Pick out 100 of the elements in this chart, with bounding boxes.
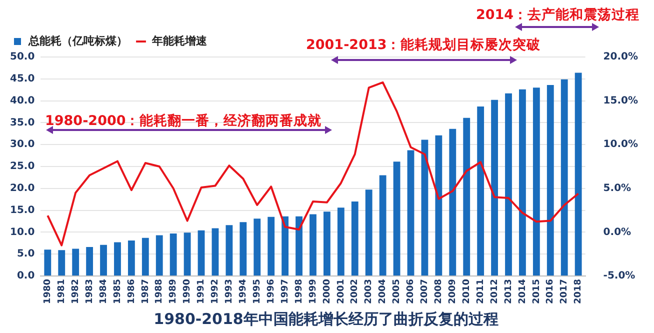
x-tick-label: 1983 <box>84 278 95 304</box>
y-tick-label: 30.0 <box>10 139 35 150</box>
x-tick-label: 1988 <box>154 278 165 304</box>
x-tick-label: 1991 <box>196 278 207 304</box>
bar <box>100 244 107 276</box>
bar <box>365 190 372 276</box>
y-tick-label: 0.0 <box>16 270 35 282</box>
y-tick-label: 35.0 <box>10 117 35 128</box>
x-tick-label: 1992 <box>210 278 221 304</box>
bar <box>324 212 330 276</box>
x-tick-label: 1989 <box>168 278 179 304</box>
bar <box>296 216 302 276</box>
x-tick-label: 1993 <box>224 278 235 304</box>
x-tick-label: 2005 <box>392 278 402 304</box>
x-tick-label: 1987 <box>140 278 151 304</box>
y2-tick-label: 15.0% <box>603 95 638 106</box>
bar <box>393 162 400 276</box>
bar <box>532 88 540 276</box>
y2-tick-label: 10.0% <box>603 139 638 150</box>
x-tick-label: 2002 <box>350 278 360 304</box>
x-tick-label: 2015 <box>532 278 542 304</box>
text: 2001-2013：能耗规划目标屡次突破 <box>306 36 541 54</box>
bar <box>477 106 484 276</box>
bar <box>337 208 344 276</box>
x-tick-label: 2007 <box>420 278 430 304</box>
x-tick-label: 1980 <box>43 278 53 304</box>
bar <box>268 216 275 276</box>
x-tick-label: 2001 <box>336 278 346 304</box>
y-tick-label: 25.0 <box>10 161 35 172</box>
x-tick-label: 1995 <box>252 278 262 304</box>
x-tick-label: 2000 <box>322 278 332 304</box>
y-tick-label: 40.0 <box>10 95 35 106</box>
bar <box>282 216 289 276</box>
y2-tick-label: -5.0% <box>603 270 636 282</box>
x-tick-label: 2004 <box>378 278 388 304</box>
y-tick-label: 20.0 <box>10 182 35 194</box>
x-tick-label: 1986 <box>126 278 137 304</box>
x-tick-label: 2014 <box>518 278 528 304</box>
bar <box>379 175 386 276</box>
x-tick-label: 1981 <box>56 278 67 304</box>
x-tick-label: 2012 <box>490 278 500 304</box>
y2-tick-label: 0.0% <box>603 226 632 238</box>
x-tick-label: 1999 <box>308 278 318 304</box>
y-tick-label: 50.0 <box>10 52 35 63</box>
bar <box>58 250 66 276</box>
legend-label: 年能耗增速 <box>151 34 208 48</box>
x-tick-label: 2013 <box>504 278 514 304</box>
bar <box>491 100 498 276</box>
x-tick-label: 1982 <box>70 278 81 304</box>
bar <box>546 85 554 276</box>
bar <box>435 135 442 276</box>
bar <box>310 214 316 276</box>
bar <box>254 218 261 276</box>
x-tick-label: 1984 <box>98 278 109 304</box>
bar <box>114 242 121 276</box>
x-tick-label: 2017 <box>560 278 570 304</box>
y-tick-label: 15.0 <box>10 204 35 216</box>
y2-tick-label: 5.0% <box>603 182 632 194</box>
bar <box>170 233 177 276</box>
bar <box>519 89 526 276</box>
bar <box>505 93 512 276</box>
x-tick-label: 2011 <box>476 278 486 304</box>
bar <box>86 247 94 276</box>
x-tick-label: 1994 <box>238 278 249 304</box>
bar <box>449 128 456 276</box>
bar <box>421 140 428 276</box>
text: 1980-2018年中国能耗增长经历了曲折反复的过程 <box>154 310 498 328</box>
x-tick-label: 2006 <box>406 278 416 304</box>
bar <box>240 222 247 276</box>
y-tick-label: 10.0 <box>10 226 35 238</box>
y2-tick-label: 20.0% <box>603 52 638 63</box>
x-tick-label: 2003 <box>364 278 374 304</box>
bar <box>560 79 568 276</box>
bar <box>226 225 233 276</box>
x-tick-label: 2008 <box>434 278 444 304</box>
bar <box>44 250 52 276</box>
bar <box>463 118 470 276</box>
x-tick-label: 1997 <box>280 278 290 304</box>
bar <box>574 72 582 276</box>
x-tick-label: 2018 <box>574 278 584 304</box>
annotation: 1980-2000：能耗翻一番，经济翻两番成就 <box>45 112 322 130</box>
bar <box>72 248 80 276</box>
bar <box>212 228 219 276</box>
x-tick-label: 1998 <box>294 278 304 304</box>
bar <box>184 232 191 276</box>
x-tick-label: 1985 <box>112 278 123 304</box>
x-tick-label: 2010 <box>462 278 472 304</box>
bar <box>198 230 205 276</box>
x-tick-label: 1996 <box>266 278 276 304</box>
x-tick-label: 1990 <box>182 278 193 304</box>
y-tick-label: 45.0 <box>10 73 35 84</box>
x-tick-label: 2009 <box>448 278 458 304</box>
text: 2014：去产能和震荡过程 <box>476 6 640 24</box>
y-tick-label: 5.0 <box>16 248 35 260</box>
bar <box>156 235 163 276</box>
bar <box>142 238 149 276</box>
bar <box>351 202 358 276</box>
bar <box>407 150 414 276</box>
x-tick-label: 2016 <box>546 278 556 304</box>
legend-label: 总能耗（亿吨标煤） <box>28 34 128 48</box>
